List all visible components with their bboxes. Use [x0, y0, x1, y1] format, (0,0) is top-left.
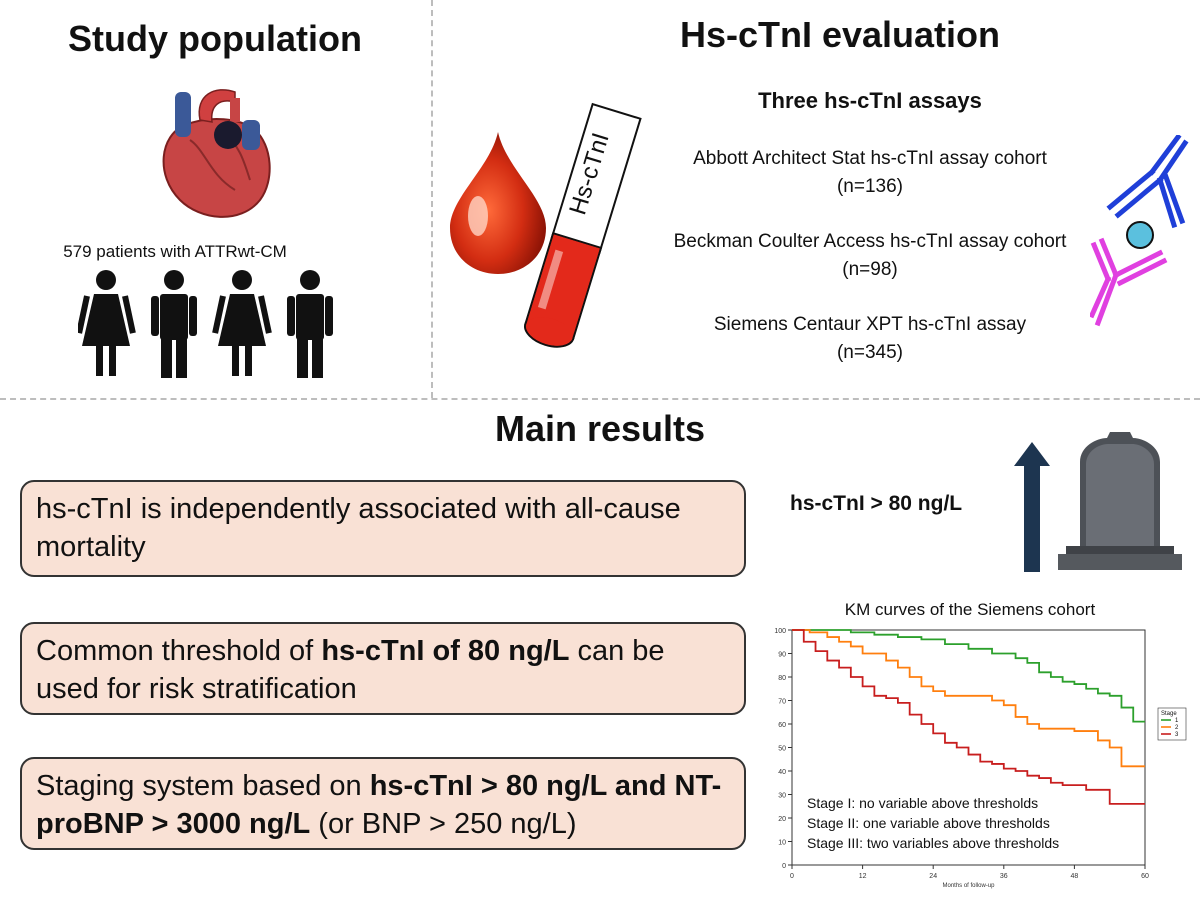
result-box-staging-bold: hs-cTnI > 80 ng/L and NT-proBNP > 3000 n…	[36, 770, 722, 840]
legend-label-3: 3	[1175, 732, 1179, 738]
y-tick-label: 0	[782, 863, 786, 870]
antibody-icon	[1090, 135, 1189, 327]
x-tick-label: 36	[1000, 873, 1008, 880]
x-tick-label: 60	[1141, 873, 1149, 880]
people-icon	[78, 270, 333, 378]
km-curve-stage-1	[792, 629, 1145, 723]
assays-heading: Three hs-cTnI assays	[758, 88, 982, 113]
x-tick-label: 12	[859, 873, 867, 880]
study-population-title: Study population	[68, 18, 362, 59]
result-box-threshold-bold: hs-cTnI of 80 ng/L	[321, 635, 570, 667]
assay-abbott-name: Abbott Architect Stat hs-cTnI assay coho…	[693, 148, 1047, 169]
evaluation-title: Hs-cTnI evaluation	[679, 14, 1001, 55]
y-tick-label: 20	[778, 816, 786, 823]
result-box-staging-pre: Staging system based on	[36, 770, 370, 802]
km-annotation: Stage III: two variables above threshold…	[807, 835, 1059, 851]
threshold-label: hs-cTnI > 80 ng/L	[790, 492, 963, 515]
x-axis-label: Months of follow-up	[942, 883, 995, 889]
result-box-mortality-text: hs-cTnI is independently associated with…	[36, 493, 681, 563]
assay-abbott-n: (n=136)	[836, 176, 904, 197]
test-tube-icon	[524, 102, 642, 348]
x-tick-label: 24	[929, 873, 937, 880]
legend-label-2: 2	[1175, 725, 1179, 731]
tombstone-icon	[1058, 432, 1182, 570]
km-chart-title: KM curves of the Siemens cohort	[844, 600, 1096, 619]
result-box-threshold-pre: Common threshold of	[36, 635, 322, 667]
assay-siemens-name: Siemens Centaur XPT hs-cTnI assay	[713, 314, 1027, 335]
y-tick-label: 90	[778, 652, 786, 659]
y-tick-label: 40	[778, 769, 786, 776]
assay-beckman-n: (n=98)	[842, 259, 898, 280]
y-tick-label: 70	[778, 699, 786, 706]
patients-label: 579 patients with ATTRwt-CM	[63, 242, 287, 261]
km-curve-stage-3	[792, 629, 1145, 805]
result-box-mortality: hs-cTnI is independently associated with…	[20, 480, 746, 577]
km-annotation: Stage II: one variable above thresholds	[807, 815, 1050, 831]
y-tick-label: 30	[778, 793, 786, 800]
legend-label-1: 1	[1175, 718, 1179, 724]
y-tick-label: 100	[774, 628, 786, 635]
km-annotation: Stage I: no variable above thresholds	[807, 795, 1038, 811]
heart-icon	[162, 89, 271, 218]
horizontal-divider	[0, 398, 1200, 400]
blood-drop-icon	[450, 132, 546, 274]
y-tick-label: 10	[778, 840, 786, 847]
x-tick-label: 48	[1071, 873, 1079, 880]
assay-beckman-name: Beckman Coulter Access hs-cTnI assay coh…	[673, 231, 1067, 252]
assay-siemens-n: (n=345)	[836, 342, 904, 363]
up-arrow-icon	[1014, 442, 1050, 572]
result-box-threshold-post: can be used for risk stratification	[36, 635, 665, 705]
km-curve-stage-2	[792, 629, 1145, 768]
y-tick-label: 80	[778, 675, 786, 682]
vertical-divider	[431, 0, 433, 398]
result-box-staging-post: (or BNP > 250 ng/L)	[310, 808, 577, 840]
results-title: Main results	[494, 408, 706, 449]
y-tick-label: 50	[778, 746, 786, 753]
x-tick-label: 0	[790, 873, 794, 880]
result-box-staging: Staging system based on hs-cTnI > 80 ng/…	[20, 757, 746, 850]
km-chart: 0 10 20 30 40 50 60 70 80 90 100 0 12 24 36 48 60 Months …	[774, 628, 1187, 889]
result-box-threshold: Common threshold of hs-cTnI of 80 ng/L c…	[20, 622, 746, 715]
legend-title: Stage	[1161, 711, 1177, 717]
y-tick-label: 60	[778, 722, 786, 729]
